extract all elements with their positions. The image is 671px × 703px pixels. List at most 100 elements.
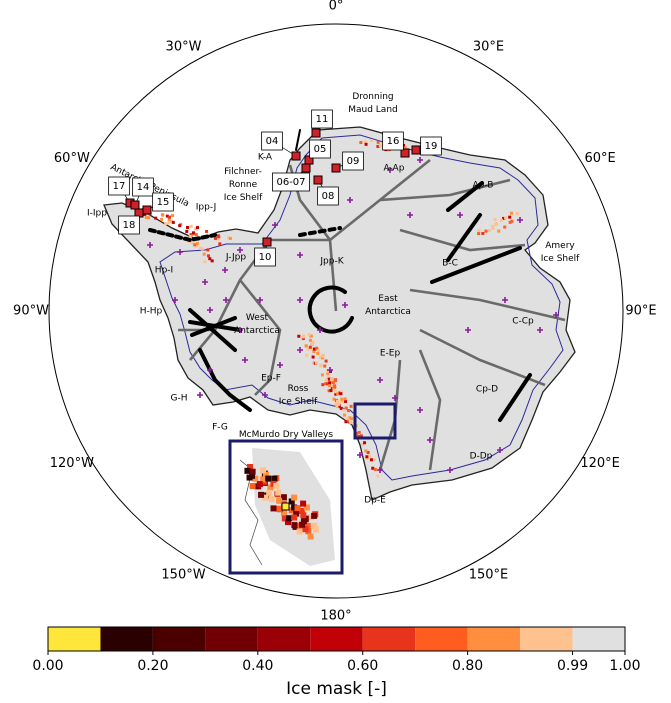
- ice-pixel: [342, 408, 346, 412]
- site-label: 11: [316, 114, 329, 125]
- ice-pixel: [339, 392, 343, 396]
- ice-pixel: [484, 229, 488, 233]
- plus-marker: [377, 377, 383, 383]
- ice-pixel: [309, 334, 313, 338]
- longitude-label: 60°W: [54, 151, 90, 166]
- place-label-line: Antarctica: [234, 326, 280, 336]
- site-marker: [400, 148, 410, 158]
- inset-pixel: [311, 522, 318, 529]
- site-box: [132, 177, 154, 197]
- plus-marker: [377, 467, 383, 473]
- inset-pixel: [304, 522, 311, 529]
- ice-pixel: [305, 353, 309, 357]
- ice-pixel: [165, 214, 169, 218]
- ice-pixel: [345, 419, 349, 423]
- ice-pixel: [304, 344, 308, 348]
- inset-pixel: [267, 484, 274, 491]
- longitude-label: 60°E: [585, 151, 616, 166]
- ice-pixel: [364, 449, 368, 453]
- ice-pixel: [311, 347, 315, 351]
- flight-line: [498, 373, 532, 422]
- plus-marker: [237, 327, 243, 333]
- ice-pixel: [339, 390, 343, 394]
- place-label: Dronning Maud Land: [348, 92, 398, 115]
- ice-pixel: [331, 381, 335, 385]
- ice-pixel: [194, 227, 198, 231]
- ice-pixel: [171, 213, 175, 217]
- ice-pixel: [349, 420, 353, 424]
- ice-pixel: [311, 342, 315, 346]
- ice-pixel: [321, 354, 325, 358]
- inset-pixel: [291, 504, 298, 511]
- inset-pixel: [313, 526, 320, 533]
- ice-pixel: [311, 340, 315, 344]
- ice-pixel: [328, 384, 332, 388]
- inset-pixel: [247, 463, 254, 470]
- ice-pixel: [196, 226, 200, 230]
- inset-pixel: [271, 475, 278, 482]
- inset-pixel: [292, 523, 299, 530]
- colorbar-segment: [100, 627, 153, 651]
- flight-line: [307, 285, 354, 334]
- place-label-line: Ice Shelf: [279, 397, 318, 407]
- site-box: [311, 109, 333, 129]
- colorbar-segment: [310, 627, 363, 651]
- ice-pixel: [335, 404, 339, 408]
- colorbar-tick-label: 0.40: [242, 658, 273, 674]
- ice-pixel: [167, 218, 171, 222]
- inset-pixel: [275, 489, 282, 496]
- place-label: Amery Ice Shelf: [541, 241, 580, 264]
- ice-pixel: [167, 215, 171, 219]
- place-label: Ross Ice Shelf: [279, 384, 318, 407]
- colorbar-frame: [47, 626, 626, 652]
- inset-pixel: [249, 472, 256, 479]
- inset-pixel: [249, 483, 256, 490]
- inset-pixel: [311, 512, 318, 519]
- flight-line: [430, 246, 522, 284]
- ice-pixel: [321, 356, 325, 360]
- ice-pixel: [357, 430, 361, 434]
- plus-marker: [297, 252, 303, 258]
- site-label: 09: [347, 156, 360, 167]
- ice-pixel: [378, 144, 382, 148]
- region-label: G-H: [171, 394, 188, 404]
- ice-pixel: [332, 387, 336, 391]
- region-label: D-Dp: [470, 452, 493, 462]
- plus-marker: [257, 297, 263, 303]
- colorbar-tick-label: 0.60: [347, 658, 378, 674]
- flight-line: [295, 129, 301, 151]
- ice-pixel: [323, 364, 327, 368]
- region-label: Dp-E: [364, 496, 386, 506]
- ice-pixel: [324, 382, 328, 386]
- site-marker: [262, 237, 272, 247]
- inset-pixel: [268, 495, 275, 502]
- inset-pixel: [300, 500, 307, 507]
- longitude-label: 90°E: [625, 304, 656, 319]
- ice-pixel: [327, 389, 331, 393]
- ice-pixel: [203, 260, 207, 264]
- colorbar-segment: [572, 627, 625, 651]
- flight-line: [446, 213, 482, 262]
- inset-pixel: [296, 528, 303, 535]
- ice-pixel: [497, 229, 501, 233]
- ice-pixel: [210, 259, 214, 263]
- ice-pixel: [494, 223, 498, 227]
- ice-pixel: [191, 231, 195, 235]
- site-marker: [142, 205, 152, 215]
- ice-pixel: [189, 233, 193, 237]
- inset-pixel: [288, 498, 295, 505]
- site-label: 10: [259, 252, 272, 263]
- ice-pixel: [154, 216, 158, 220]
- ice-pixel: [311, 355, 315, 359]
- inset-pixels: [244, 463, 320, 540]
- plus-marker: [197, 392, 203, 398]
- ice-pixel: [218, 242, 222, 246]
- inset-pixel: [302, 526, 309, 533]
- place-label-line: Ross: [288, 384, 309, 394]
- ice-pixel: [348, 416, 352, 420]
- site-label: 08: [322, 191, 335, 202]
- ice-pixel: [345, 417, 349, 421]
- basin-boundary: [379, 178, 511, 202]
- ice-pixel: [373, 457, 377, 461]
